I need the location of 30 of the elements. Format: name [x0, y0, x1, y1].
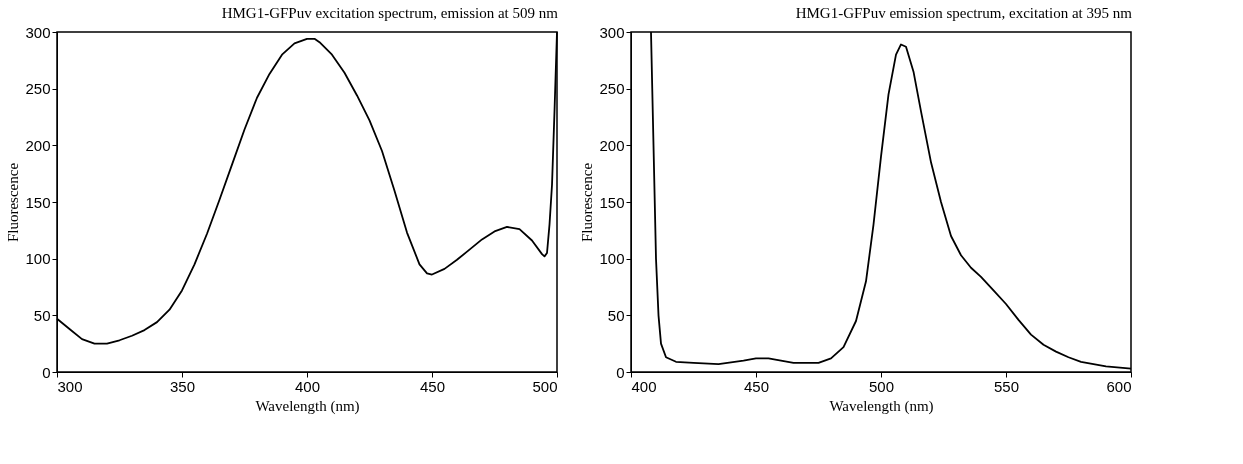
y-tick-label: 50 [33, 306, 51, 324]
x-tick-label: 500 [532, 377, 558, 395]
x-tick-label: 350 [169, 377, 196, 395]
x-tick-label: 450 [743, 377, 770, 395]
y-tick-label: 300 [25, 23, 51, 41]
y-tick-label: 250 [25, 80, 51, 98]
y-tick-label: 250 [599, 80, 625, 98]
y-tick-label: 0 [616, 363, 625, 381]
x-tick-label: 500 [868, 377, 895, 395]
y-tick-label: 150 [25, 193, 51, 211]
y-tick-label: 100 [25, 250, 51, 268]
x-tick-label: 600 [1106, 377, 1132, 395]
y-axis-title: Fluorescence [5, 162, 22, 243]
x-axis-title: Wavelength (nm) [255, 397, 360, 415]
y-tick-label: 0 [42, 363, 51, 381]
chart-title: HMG1-GFPuv excitation spectrum, emission at 509 nm [221, 5, 559, 21]
y-tick-label: 100 [599, 250, 625, 268]
y-tick-label: 200 [25, 136, 51, 154]
x-tick-label: 400 [294, 377, 321, 395]
chart-title: HMG1-GFPuv emission spectrum, excitation at 395 nm [795, 5, 1133, 21]
x-tick-label: 450 [419, 377, 446, 395]
x-axis-title: Wavelength (nm) [829, 397, 934, 415]
y-axis-title: Fluorescence [579, 162, 596, 243]
y-tick-label: 300 [599, 23, 625, 41]
x-tick-label: 400 [631, 377, 657, 395]
y-tick-label: 50 [607, 306, 625, 324]
y-tick-label: 200 [599, 136, 625, 154]
y-tick-label: 150 [599, 193, 625, 211]
x-tick-label: 550 [993, 377, 1020, 395]
x-tick-label: 300 [57, 377, 83, 395]
